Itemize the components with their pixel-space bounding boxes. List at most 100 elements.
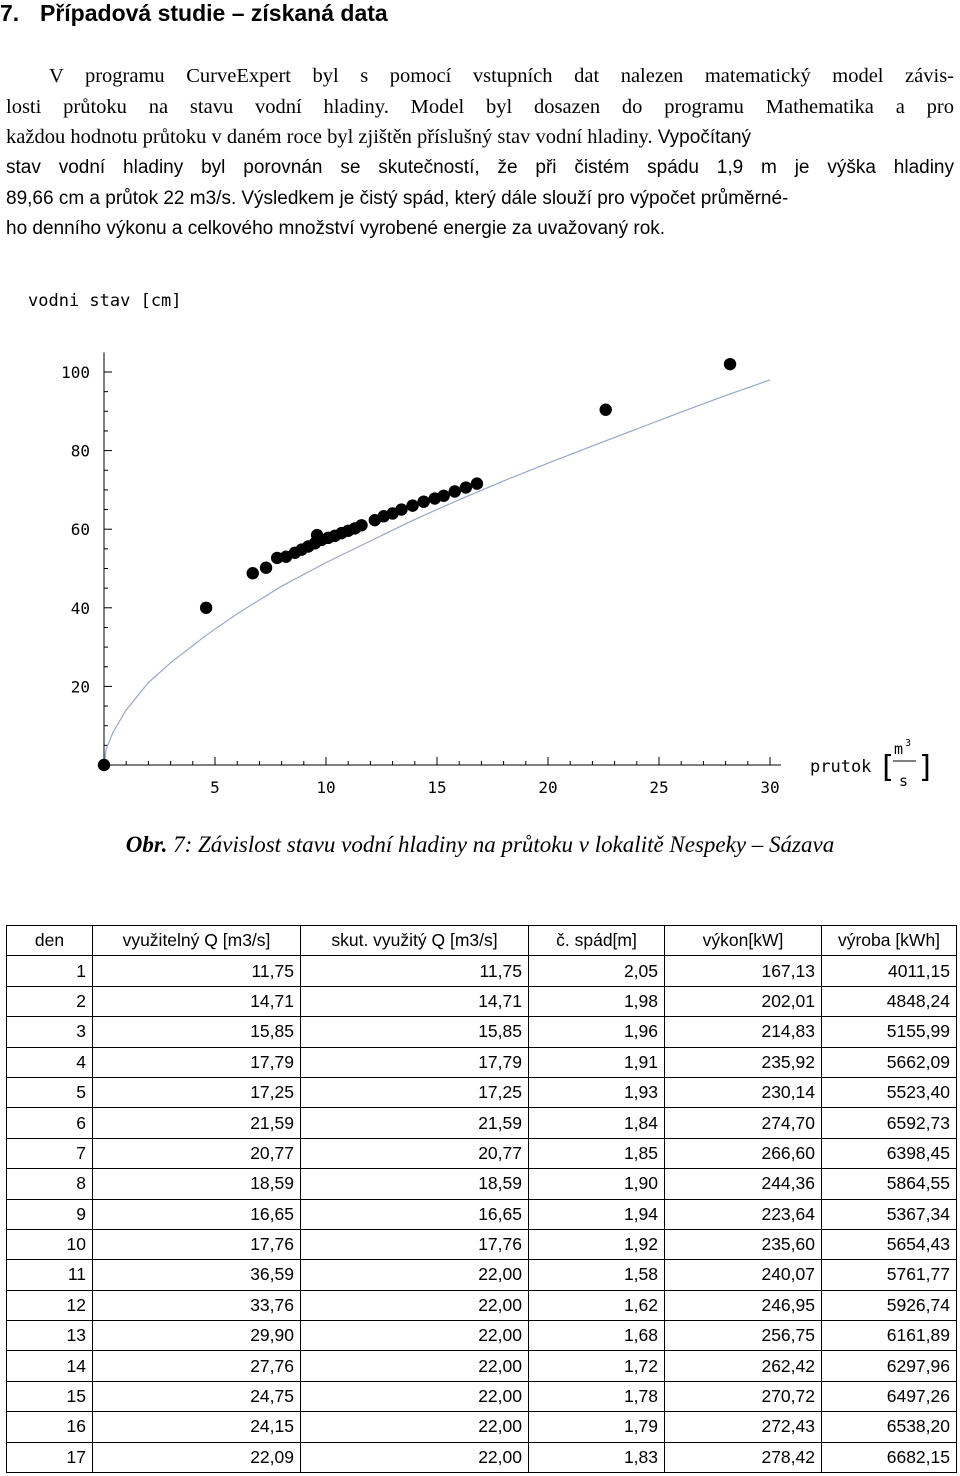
table-cell: 17,79 <box>92 1046 301 1078</box>
data-point <box>355 519 368 532</box>
caption-text: 7: Závislost stavu vodní hladiny na průt… <box>167 832 835 857</box>
table-cell: 223,64 <box>664 1198 822 1230</box>
section-title: Případová studie – získaná data <box>40 0 388 26</box>
fit-curve-group <box>103 379 771 766</box>
table-cell: 11 <box>6 1259 93 1291</box>
table-header-row: den využitelný Q [m3/s] skut. využitý Q … <box>6 924 957 957</box>
table-row: 5 17,25 17,25 1,93 230,14 5523,40 <box>6 1076 957 1109</box>
table-cell: 1,84 <box>528 1107 665 1139</box>
table-cell: 9 <box>6 1198 93 1230</box>
results-table: den využitelný Q [m3/s] skut. využitý Q … <box>6 924 957 1474</box>
x-tick-label: 30 <box>760 778 779 797</box>
rating-curve-chart: vodni stav [cm] 5 10 15 20 25 30 20 40 60 80 100 p… <box>28 291 935 797</box>
table-cell: 5523,40 <box>821 1076 957 1109</box>
table-cell: 5155,99 <box>821 1016 957 1048</box>
table-cell: 6161,89 <box>821 1320 957 1352</box>
table-cell: 4011,15 <box>821 955 957 987</box>
paragraph-line-mixed: 89,66 cm a průtok 22 m3/s. Výsledkem je … <box>6 183 954 214</box>
data-point <box>459 481 473 494</box>
table-cell: 20,77 <box>300 1137 529 1170</box>
table-cell: 274,70 <box>664 1107 822 1139</box>
table-cell: 22,00 <box>300 1350 529 1382</box>
table-cell: 15 <box>6 1380 93 1413</box>
table-cell: 1,62 <box>528 1289 665 1322</box>
table-cell: 16,65 <box>300 1198 529 1230</box>
table-cell: 15,85 <box>92 1016 301 1048</box>
table-cell: 1,79 <box>528 1411 665 1443</box>
table-cell: 5367,34 <box>821 1198 957 1230</box>
paragraph-line: každou hodnotu průtoku v daném roce byl … <box>6 126 653 148</box>
table-cell: 1,92 <box>528 1228 665 1261</box>
paragraph-line: Výsledkem je čistý spád, který dále slou… <box>241 188 789 209</box>
table-row: 14 27,76 22,00 1,72 262,42 6297,96 <box>6 1350 957 1382</box>
table-cell: 27,76 <box>92 1350 301 1382</box>
table-cell: 22,09 <box>92 1441 301 1474</box>
table-cell: 1,72 <box>528 1350 665 1382</box>
table-cell: 16 <box>6 1411 93 1443</box>
table-cell: 1,58 <box>528 1259 665 1291</box>
x-axis-label: prutok <box>810 757 871 777</box>
figure-caption: Obr. 7: Závislost stavu vodní hladiny na… <box>0 832 960 858</box>
caption-prefix: Obr. <box>125 832 168 857</box>
table-cell: 16,65 <box>92 1198 301 1230</box>
table-cell: 36,59 <box>92 1259 301 1291</box>
table-cell: 6592,73 <box>821 1107 957 1139</box>
table-cell: 5654,43 <box>821 1228 957 1261</box>
table-cell: 270,72 <box>664 1380 822 1413</box>
table-cell: 22,00 <box>300 1259 529 1291</box>
table-cell: 18,59 <box>300 1168 529 1200</box>
data-point <box>599 403 612 416</box>
table-cell: 20,77 <box>92 1137 301 1170</box>
table-cell: 11,75 <box>300 955 529 987</box>
table-cell: 6398,45 <box>821 1137 957 1170</box>
table-cell: 1,91 <box>528 1046 665 1078</box>
table-cell: 167,13 <box>664 955 822 987</box>
x-tick-label: 25 <box>649 778 668 797</box>
table-row: 15 24,75 22,00 1,78 270,72 6497,26 <box>6 1380 957 1413</box>
table-cell: 1,85 <box>528 1137 665 1170</box>
paragraph-line-mixed: každou hodnotu průtoku v daném roce byl … <box>6 122 954 153</box>
table-cell: 6538,20 <box>821 1411 957 1443</box>
table-row: 6 21,59 21,59 1,84 274,70 6592,73 <box>6 1107 957 1139</box>
x-unit-denominator: s <box>899 772 908 790</box>
table-cell: 7 <box>6 1137 93 1170</box>
table-cell: 17,76 <box>300 1228 529 1261</box>
table-row: 13 29,90 22,00 1,68 256,75 6161,89 <box>6 1320 957 1352</box>
table-cell: 2 <box>6 985 93 1018</box>
data-points-group <box>97 357 737 772</box>
table-cell: 1,93 <box>528 1076 665 1109</box>
table-cell: 1,90 <box>528 1168 665 1200</box>
table-row: 12 33,76 22,00 1,62 246,95 5926,74 <box>6 1289 957 1322</box>
table-cell: 2,05 <box>528 955 665 987</box>
table-cell: 24,15 <box>92 1411 301 1443</box>
table-body: 1 11,75 11,75 2,05 167,13 4011,15 2 14,71 14,71 1… <box>6 955 957 1474</box>
table-cell: 230,14 <box>664 1076 822 1109</box>
paragraph-line: 89,66 cm a průtok 22 m3/s. <box>6 188 237 209</box>
table-cell: 21,59 <box>92 1107 301 1139</box>
table-cell: 11,75 <box>92 955 301 987</box>
table-cell: 3 <box>6 1016 93 1048</box>
data-point <box>97 758 111 772</box>
table-cell: 33,76 <box>92 1289 301 1322</box>
table-cell: 22,00 <box>300 1411 529 1443</box>
data-point <box>246 567 259 580</box>
data-point <box>723 357 737 371</box>
table-cell: 246,95 <box>664 1289 822 1322</box>
table-cell: 1,78 <box>528 1380 665 1413</box>
table-cell: 1,83 <box>528 1441 665 1474</box>
table-cell: 5926,74 <box>821 1289 957 1322</box>
table-row: 8 18,59 18,59 1,90 244,36 5864,55 <box>6 1168 957 1200</box>
table-cell: 266,60 <box>664 1137 822 1170</box>
table-cell: 262,42 <box>664 1350 822 1382</box>
table-cell: 13 <box>6 1320 93 1352</box>
table-cell: 18,59 <box>92 1168 301 1200</box>
column-header: výroba [kWh] <box>821 924 957 957</box>
body-paragraph: V programu CurveExpert byl s pomocí vstu… <box>6 61 954 244</box>
table-cell: 14,71 <box>300 985 529 1018</box>
table-cell: 6497,26 <box>821 1380 957 1413</box>
table-cell: 17 <box>6 1441 93 1474</box>
table-row: 17 22,09 22,00 1,83 278,42 6682,15 <box>6 1441 957 1474</box>
column-header: skut. využitý Q [m3/s] <box>300 924 529 957</box>
fit-curve-line <box>103 379 771 766</box>
table-row: 10 17,76 17,76 1,92 235,60 5654,43 <box>6 1228 957 1261</box>
